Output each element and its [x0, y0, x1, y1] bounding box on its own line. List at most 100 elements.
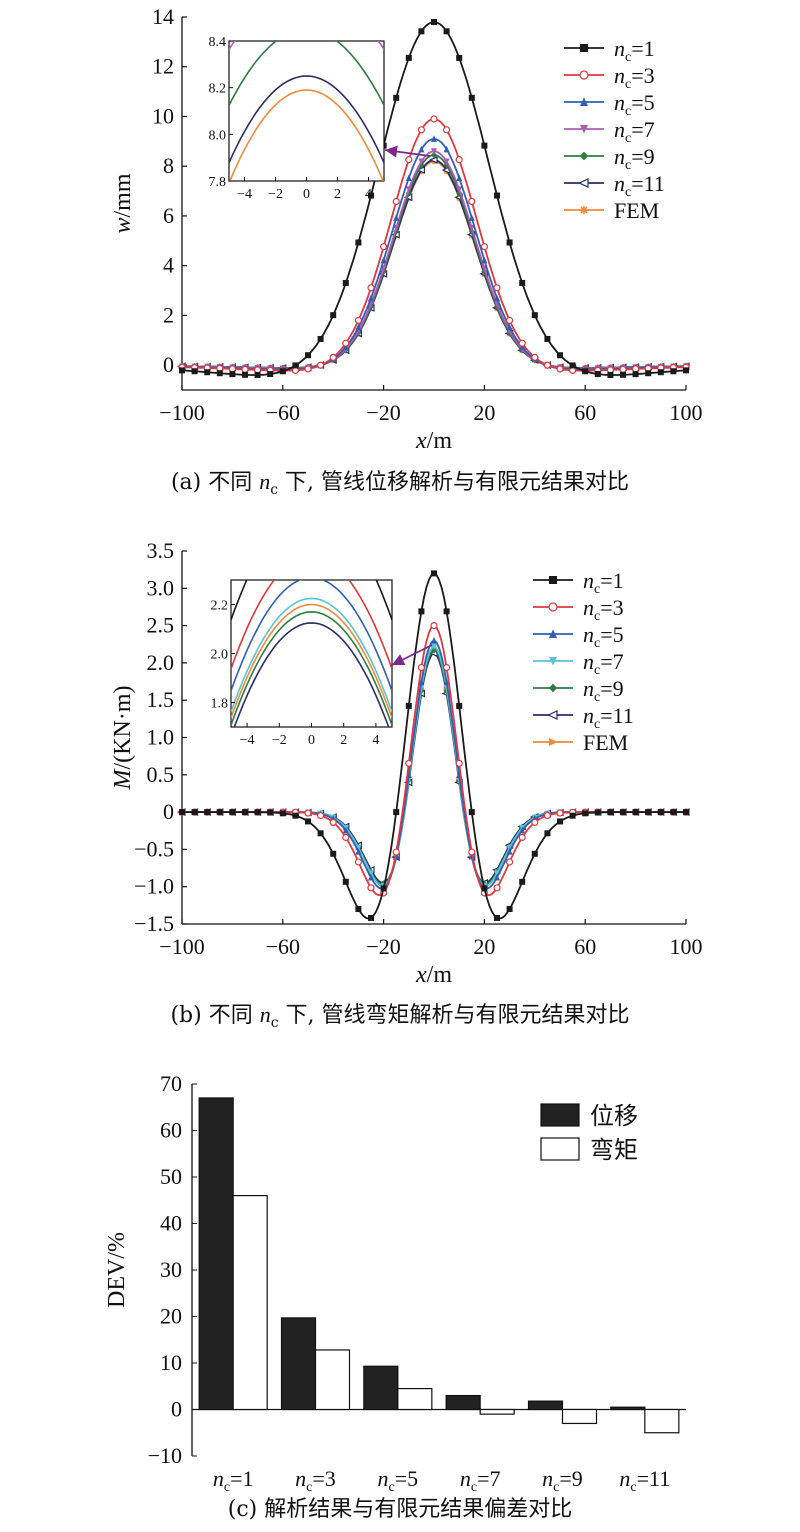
data-point-nc=1 [468, 809, 475, 816]
inset-y-tick-label: 7.8 [209, 175, 227, 190]
data-point-nc=1 [242, 371, 248, 378]
category-label: nc=3 [295, 1466, 336, 1495]
data-point-nc=3 [304, 809, 312, 817]
data-point-nc=1 [494, 192, 500, 199]
series-nc=11 [176, 156, 690, 372]
bar-弯矩-2 [397, 1387, 433, 1411]
data-point-nc=7 [431, 148, 437, 155]
y-tick-label: −1.5 [134, 911, 174, 936]
data-point-nc=3 [480, 243, 488, 251]
data-point-nc=1 [179, 367, 185, 374]
legend-swatch-marker [548, 602, 558, 612]
data-point-nc=1 [594, 371, 601, 378]
data-point-nc=5 [506, 323, 513, 331]
legend-swatch-marker [580, 151, 588, 161]
legend-label: nc=7 [614, 117, 655, 146]
caption: (b) 不同 nc 下, 管线弯矩解析与有限元结果对比 [170, 1002, 629, 1031]
caption: (c) 解析结果与有限元结果偏差对比 [228, 1497, 572, 1522]
data-point-nc=5 [494, 294, 500, 302]
y-tick-label: 4 [163, 253, 174, 278]
legend-label: nc=7 [583, 649, 624, 678]
y-tick-label: 0 [163, 799, 174, 824]
x-axis-label: x/m [415, 428, 452, 454]
data-point-nc=1 [292, 812, 299, 819]
data-point-nc=1 [519, 279, 526, 286]
series-line-nc=9 [182, 154, 686, 369]
bar-位移-2 [363, 1365, 399, 1411]
data-point-nc=1 [519, 878, 526, 885]
data-point-nc=3 [556, 365, 564, 373]
data-point-nc=3 [430, 621, 438, 630]
data-point-nc=3 [329, 818, 337, 826]
legend-swatch-marker [549, 629, 557, 638]
data-point-nc=1 [670, 809, 677, 816]
data-point-nc=1 [683, 367, 689, 374]
y-tick-label: 14 [152, 4, 174, 29]
chart-c-deviation: −10 0 10 20 30 40 50 60 70 DEV/% nc=1 nc=3 nc=5 nc=7 n… [104, 1071, 686, 1522]
data-point-nc=3 [342, 339, 350, 347]
data-point-nc=11 [428, 156, 438, 164]
data-point-nc=3 [468, 848, 476, 856]
data-point-nc=1 [544, 830, 551, 837]
legend-label: 位移 [590, 1102, 638, 1130]
data-point-nc=3 [493, 884, 501, 892]
series-line-nc=11 [182, 159, 686, 369]
y-tick-label: 3.0 [147, 575, 175, 600]
legend-entry-nc=5: nc=5 [533, 622, 624, 651]
legend-swatch-marker [580, 125, 588, 134]
data-point-nc=1 [657, 369, 664, 376]
x-tick-label: −20 [366, 400, 400, 425]
x-tick-label: 60 [574, 934, 596, 959]
data-point-nc=1 [204, 809, 211, 816]
data-point-nc=1 [594, 809, 601, 816]
chart-b-moment: −100 −60 −20 20 60 100−1.5−1.0−0.500.51.01.52… [110, 538, 703, 1031]
data-point-nc=7 [456, 186, 463, 194]
series-line-FEM [182, 160, 686, 369]
legend-entry-nc=3: nc=3 [533, 595, 624, 624]
data-point-nc=5 [494, 873, 500, 881]
x-tick-label: −60 [266, 400, 300, 425]
data-point-nc=3 [367, 884, 375, 892]
data-point-nc=1 [557, 352, 563, 359]
data-point-nc=3 [317, 811, 325, 820]
x-axis-label: x/m [415, 962, 452, 988]
inset-curves [229, 0, 384, 181]
data-point-nc=3 [455, 156, 463, 164]
data-point-nc=1 [456, 702, 463, 709]
legend-label: nc=3 [583, 595, 624, 624]
x-tick-label: −60 [266, 934, 300, 959]
x-tick-label: 20 [473, 934, 495, 959]
inset-arrow-head [392, 654, 406, 665]
y-tick-label: 2.0 [147, 650, 175, 675]
data-point-nc=1 [305, 818, 311, 825]
data-point-nc=1 [216, 809, 223, 816]
data-point-nc=1 [557, 818, 563, 825]
data-point-nc=1 [607, 809, 614, 816]
data-point-nc=3 [392, 197, 400, 206]
data-point-nc=3 [506, 316, 514, 324]
data-point-nc=1 [191, 809, 198, 816]
legend-label: nc=9 [583, 676, 624, 705]
y-tick-label: 6 [163, 203, 174, 228]
data-point-nc=1 [418, 28, 425, 35]
inset-x-tick-label: 2 [334, 187, 341, 202]
data-point-nc=7 [418, 158, 425, 166]
legend-swatch [540, 1137, 580, 1161]
data-point-nc=5 [468, 214, 475, 221]
category-label: nc=7 [460, 1466, 501, 1495]
x-tick-label: 100 [670, 934, 703, 959]
y-tick-label: −1.0 [134, 874, 174, 899]
data-point-nc=1 [368, 192, 374, 199]
y-tick-label: −10 [148, 1443, 182, 1468]
data-point-nc=1 [645, 809, 652, 816]
data-point-nc=1 [267, 809, 274, 816]
y-tick-label: 1.5 [147, 687, 175, 712]
data-point-nc=1 [242, 809, 248, 816]
y-tick-label: 70 [160, 1071, 182, 1096]
x-tick-label: 100 [670, 400, 703, 425]
inset-line-nc=5 [229, 0, 384, 17]
legend-swatch-marker [577, 178, 589, 188]
data-point-nc=1 [279, 368, 286, 375]
inset-line-FEM [229, 89, 384, 181]
